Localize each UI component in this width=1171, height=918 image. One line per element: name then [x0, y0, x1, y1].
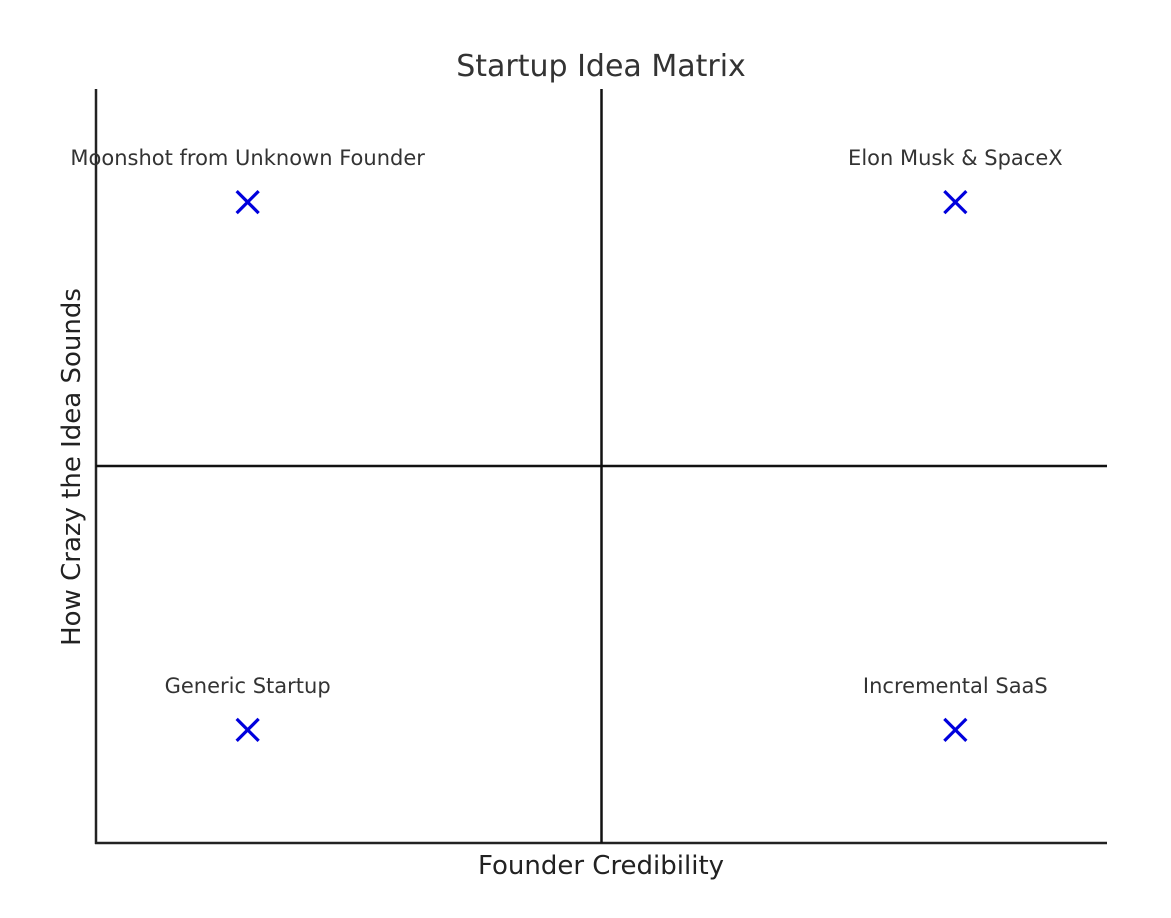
point-label: Incremental SaaS: [863, 674, 1048, 698]
point-label: Elon Musk & SpaceX: [848, 146, 1063, 170]
quadrant-dividers: [96, 89, 1107, 843]
data-point: Incremental SaaS: [863, 674, 1048, 743]
point-label: Moonshot from Unknown Founder: [70, 146, 425, 170]
data-point: Elon Musk & SpaceX: [848, 146, 1063, 215]
x-axis-label: Founder Credibility: [478, 851, 724, 881]
data-point: Generic Startup: [165, 674, 331, 743]
data-points: Moonshot from Unknown Founder Elon Musk &…: [70, 146, 1063, 743]
y-axis-label: How Crazy the Idea Sounds: [57, 288, 87, 646]
chart-title: Startup Idea Matrix: [456, 49, 746, 84]
point-label: Generic Startup: [165, 674, 331, 698]
data-point: Moonshot from Unknown Founder: [70, 146, 425, 215]
x-marker-stroke: [235, 189, 260, 215]
x-marker-stroke: [235, 717, 260, 743]
x-marker-stroke: [943, 717, 968, 743]
x-marker-stroke: [943, 189, 968, 215]
